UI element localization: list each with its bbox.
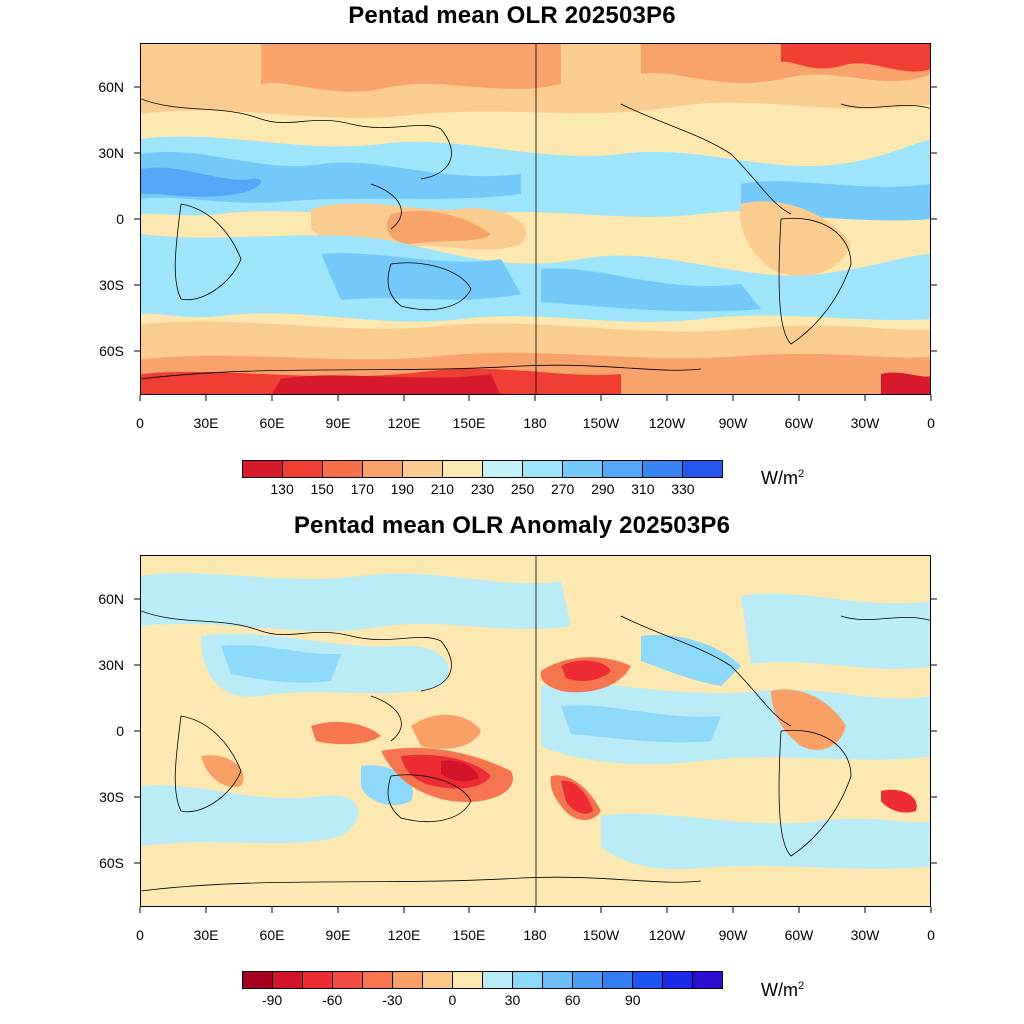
olr-anomaly-colorbar	[242, 971, 723, 989]
lon-label: 120E	[388, 415, 421, 431]
lon-label: 60E	[260, 927, 285, 943]
colorbar-swatch	[523, 461, 563, 477]
lon-label: 0	[136, 927, 144, 943]
lon-label: 0	[927, 415, 935, 431]
colorbar-swatch	[683, 461, 722, 477]
colorbar-swatch	[363, 461, 403, 477]
colorbar-swatch	[453, 972, 483, 988]
colorbar-swatch	[443, 461, 483, 477]
colorbar-swatch	[633, 972, 663, 988]
lon-label: 90W	[719, 415, 749, 431]
olr-anomaly-map	[140, 555, 931, 907]
colorbar-tick-label: 60	[564, 992, 581, 1008]
colorbar-tick-label: 230	[470, 481, 495, 497]
olr-mean-field	[141, 44, 930, 394]
colorbar-tick-label: 130	[270, 481, 294, 497]
colorbar-swatch	[393, 972, 423, 988]
colorbar-tick-label: 210	[430, 481, 455, 497]
lat-label: 30S	[99, 277, 124, 293]
colorbar-swatch	[693, 972, 722, 988]
lon-label: 30E	[194, 415, 219, 431]
colorbar-swatch	[243, 972, 273, 988]
olr-mean-map	[140, 43, 931, 395]
colorbar-tick-label: 310	[631, 481, 655, 497]
colorbar-tick-label: 90	[625, 992, 641, 1008]
olr-mean-colorbar	[242, 460, 723, 478]
colorbar-swatch	[603, 972, 633, 988]
olr-anomaly-field	[141, 556, 930, 906]
lon-label: 30W	[851, 927, 881, 943]
olr-anomaly-unit: W/m2	[761, 980, 805, 1000]
lon-label: 90E	[326, 927, 351, 943]
lon-label: 180	[523, 927, 547, 943]
olr-mean-unit: W/m2	[761, 468, 805, 488]
colorbar-tick-label: -90	[261, 992, 283, 1008]
colorbar-tick-label: -60	[322, 992, 343, 1008]
colorbar-swatch	[643, 461, 683, 477]
lat-label: 60S	[99, 855, 124, 871]
colorbar-tick-label: 270	[550, 481, 575, 497]
lon-label: 120E	[388, 927, 421, 943]
colorbar-swatch	[603, 461, 643, 477]
olr-mean-colorbar-labels: 130 150 170 190 210 230 250 270 290 310 330	[242, 481, 723, 501]
colorbar-tick-label: 170	[350, 481, 374, 497]
olr-mean-panel: Pentad mean OLR 202503P6	[0, 0, 1024, 510]
lat-label: 30N	[98, 657, 124, 673]
olr-anomaly-colorbar-labels: -90 -60 -30 0 30 60 90	[242, 992, 723, 1012]
colorbar-tick-label: 250	[510, 481, 535, 497]
lon-label: 120W	[649, 927, 686, 943]
colorbar-swatch	[303, 972, 333, 988]
lat-label: 60N	[98, 79, 124, 95]
olr-anomaly-panel: Pentad mean OLR Anomaly 202503P6	[0, 510, 1024, 1024]
lon-label: 0	[136, 415, 144, 431]
lon-label: 120W	[649, 415, 686, 431]
lat-label: 0	[116, 211, 124, 227]
colorbar-tick-label: 0	[448, 992, 457, 1008]
colorbar-swatch	[363, 972, 393, 988]
colorbar-tick-label: -30	[382, 992, 403, 1008]
colorbar-swatch	[333, 972, 363, 988]
colorbar-swatch	[573, 972, 603, 988]
colorbar-swatch	[563, 461, 603, 477]
lon-label: 0	[927, 927, 935, 943]
lon-label: 60W	[785, 415, 815, 431]
lat-label: 0	[116, 723, 124, 739]
colorbar-swatch	[243, 461, 283, 477]
lon-label: 180	[523, 415, 547, 431]
lat-label: 30S	[99, 789, 124, 805]
colorbar-swatch	[283, 461, 323, 477]
colorbar-swatch	[543, 972, 573, 988]
lat-label: 60S	[99, 343, 124, 359]
colorbar-tick-label: 150	[310, 481, 334, 497]
colorbar-tick-label: 30	[504, 992, 521, 1008]
colorbar-tick-label: 290	[591, 481, 615, 497]
lat-label: 60N	[98, 591, 124, 607]
lon-label: 150W	[583, 415, 620, 431]
lon-label: 150E	[453, 927, 486, 943]
lon-label: 30W	[851, 415, 881, 431]
colorbar-swatch	[403, 461, 443, 477]
lat-label: 30N	[98, 145, 124, 161]
colorbar-swatch	[663, 972, 693, 988]
colorbar-tick-label: 190	[390, 481, 415, 497]
colorbar-swatch	[513, 972, 543, 988]
lon-label: 60W	[785, 927, 815, 943]
colorbar-tick-label: 330	[671, 481, 695, 497]
olr-anomaly-title: Pentad mean OLR Anomaly 202503P6	[293, 512, 731, 539]
lon-label: 90W	[719, 927, 749, 943]
olr-mean-title: Pentad mean OLR 202503P6	[348, 2, 676, 29]
colorbar-swatch	[483, 972, 513, 988]
lon-label: 150W	[583, 927, 620, 943]
colorbar-swatch	[423, 972, 453, 988]
lon-label: 90E	[326, 415, 351, 431]
lon-ticks	[139, 395, 932, 401]
lon-label: 30E	[194, 927, 219, 943]
lon-label: 150E	[453, 415, 486, 431]
colorbar-swatch	[483, 461, 523, 477]
lon-label: 60E	[260, 415, 285, 431]
lon-ticks	[139, 907, 932, 913]
colorbar-swatch	[323, 461, 363, 477]
colorbar-swatch	[273, 972, 303, 988]
